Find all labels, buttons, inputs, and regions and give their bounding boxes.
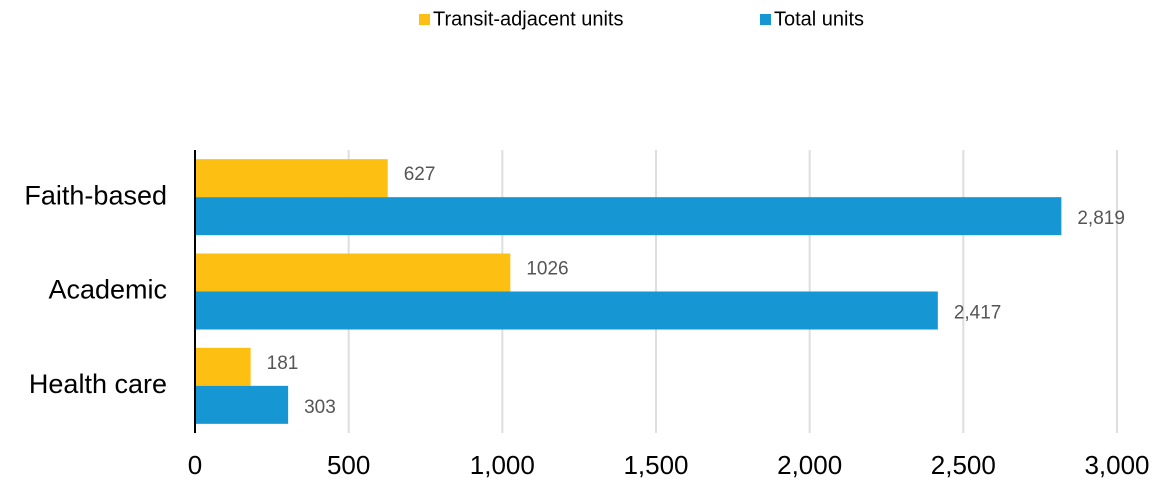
legend-label: Transit-adjacent units: [433, 8, 623, 30]
y-tick-label: Faith-based: [24, 180, 167, 210]
data-label: 303: [304, 397, 336, 418]
bar: [195, 159, 388, 198]
bar: [195, 253, 511, 292]
bar: [195, 291, 938, 330]
x-tick-label: 1,000: [470, 450, 535, 480]
x-tick-label: 500: [327, 450, 370, 480]
data-label: 181: [267, 353, 299, 374]
legend-label: Total units: [774, 8, 864, 30]
data-label: 2,819: [1077, 208, 1125, 229]
data-label: 627: [404, 164, 436, 185]
y-tick-label: Academic: [48, 275, 167, 305]
bar: [195, 385, 289, 424]
bar: [195, 197, 1062, 236]
data-label: 2,417: [954, 303, 1002, 324]
x-tick-label: 0: [188, 450, 202, 480]
x-tick-label: 3,000: [1084, 450, 1149, 480]
legend-swatch: [760, 14, 771, 25]
x-tick-label: 1,500: [623, 450, 688, 480]
x-tick-label: 2,000: [777, 450, 842, 480]
y-tick-label: Health care: [29, 369, 167, 399]
x-tick-label: 2,500: [931, 450, 996, 480]
legend-swatch: [419, 14, 430, 25]
data-label: 1026: [526, 259, 568, 280]
bar: [195, 347, 251, 386]
